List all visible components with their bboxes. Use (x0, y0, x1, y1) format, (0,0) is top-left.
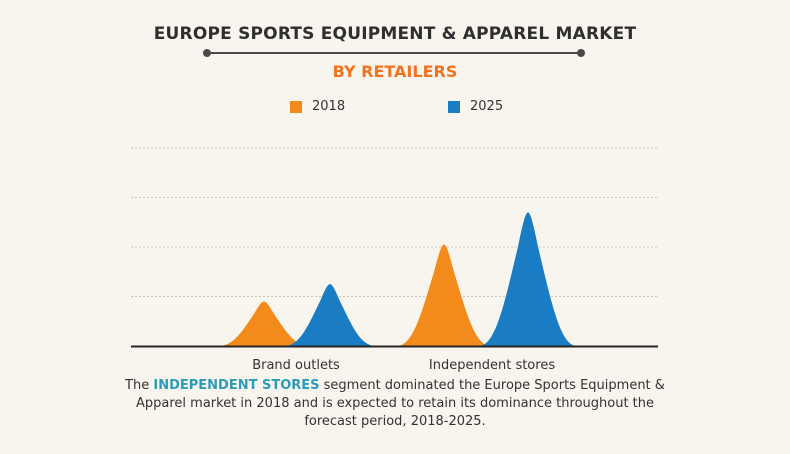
legend-item-2025: 2025 (448, 99, 503, 114)
category-label-independent-stores: Independent stores (428, 358, 556, 373)
legend-label-2025: 2025 (470, 99, 504, 114)
grid-lines (131, 147, 658, 297)
legend-item-2018: 2018 (290, 99, 345, 114)
chart-title: EUROPE SPORTS EQUIPMENT & APPAREL MARKET (153, 24, 637, 44)
summary-note-highlight: INDEPENDENT STORES (153, 378, 320, 393)
chart-subtitle: BY RETAILERS (332, 62, 458, 81)
peak-2018-independent-stores (397, 244, 491, 346)
peak-2025-brand-outlets (284, 284, 376, 346)
series-peaks (218, 212, 577, 346)
peak-2025-independent-stores (479, 212, 577, 346)
legend-label-2018: 2018 (312, 99, 346, 114)
summary-note: The INDEPENDENT STORES segment dominated… (120, 377, 670, 431)
category-label-brand-outlets: Brand outlets (252, 358, 340, 373)
legend-swatch-2018 (290, 100, 302, 113)
summary-note-prefix: The (125, 378, 154, 393)
peak-2018-brand-outlets (218, 301, 310, 346)
summary-note-suffix: segment dominated the Europe Sports Equi… (135, 378, 665, 429)
title-divider (203, 49, 585, 57)
legend-swatch-2025 (448, 100, 460, 113)
